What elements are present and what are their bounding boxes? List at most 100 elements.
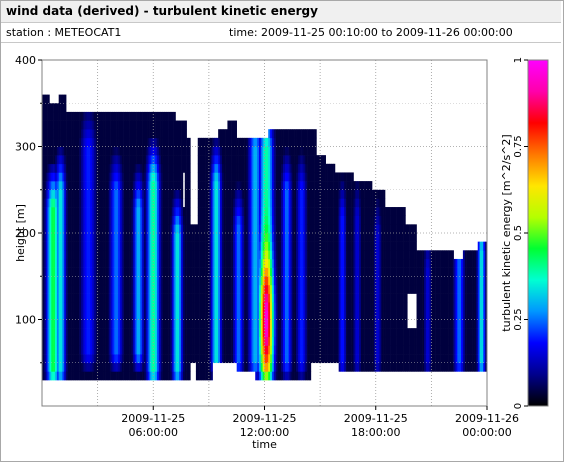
- heatmap-cell: [258, 310, 262, 320]
- heatmap-cell: [283, 302, 286, 312]
- heatmap-cell: [221, 250, 224, 260]
- heatmap-cell: [169, 319, 173, 329]
- heatmap-cell: [301, 250, 304, 260]
- heatmap-cell: [231, 181, 234, 191]
- heatmap-cell: [279, 371, 282, 381]
- heatmap-cell: [320, 302, 323, 312]
- heatmap-cell: [340, 293, 343, 303]
- heatmap-cell: [84, 120, 87, 130]
- heatmap-cell: [71, 345, 74, 355]
- heatmap-cell: [84, 224, 87, 234]
- heatmap-cell: [64, 302, 67, 312]
- heatmap-cell: [316, 293, 319, 303]
- heatmap-cell: [199, 241, 202, 251]
- heatmap-cell: [151, 302, 154, 312]
- heatmap-cell: [82, 137, 85, 147]
- heatmap-cell: [177, 328, 180, 338]
- heatmap-cell: [56, 146, 59, 156]
- heatmap-cell: [158, 336, 161, 346]
- heatmap-cell: [194, 336, 197, 346]
- heatmap-cell: [45, 302, 48, 312]
- heatmap-cell: [229, 207, 232, 216]
- heatmap-cell: [221, 137, 224, 147]
- heatmap-cell: [125, 336, 128, 346]
- heatmap-cell: [127, 267, 130, 277]
- heatmap-cell: [42, 371, 45, 381]
- heatmap-cell: [51, 250, 54, 260]
- heatmap-cell: [175, 319, 178, 329]
- heatmap-cell: [334, 207, 338, 216]
- heatmap-cell: [67, 224, 71, 234]
- heatmap-cell: [203, 258, 206, 268]
- heatmap-cell: [108, 137, 111, 147]
- heatmap-cell: [149, 241, 152, 251]
- heatmap-cell: [127, 319, 130, 329]
- heatmap-cell: [125, 163, 128, 173]
- heatmap-cell: [143, 362, 147, 372]
- heatmap-cell: [323, 354, 326, 364]
- heatmap-cell: [268, 293, 271, 303]
- heatmap-cell: [314, 319, 317, 329]
- heatmap-cell: [62, 302, 65, 312]
- heatmap-cell: [214, 310, 217, 320]
- heatmap-cell: [225, 241, 228, 251]
- heatmap-cell: [145, 137, 148, 147]
- heatmap-cell: [249, 258, 252, 268]
- heatmap-cell: [66, 181, 69, 191]
- heatmap-cell: [364, 233, 367, 242]
- heatmap-cell: [45, 293, 48, 303]
- heatmap-cell: [82, 129, 85, 139]
- heatmap-cell: [236, 233, 239, 242]
- heatmap-cell: [355, 189, 358, 199]
- heatmap-cell: [143, 146, 147, 156]
- heatmap-cell: [279, 354, 282, 364]
- heatmap-cell: [42, 198, 45, 208]
- heatmap-cell: [284, 129, 288, 139]
- heatmap-cell: [275, 137, 278, 147]
- heatmap-cell: [221, 328, 224, 338]
- heatmap-cell: [108, 302, 111, 312]
- heatmap-cell: [129, 163, 132, 173]
- heatmap-cell: [75, 207, 78, 216]
- heatmap-cell: [232, 189, 236, 199]
- heatmap-cell: [186, 276, 189, 286]
- heatmap-cell: [136, 111, 139, 121]
- heatmap-cell: [90, 302, 93, 312]
- heatmap-cell: [286, 224, 289, 234]
- heatmap-cell: [216, 258, 219, 268]
- heatmap-cell: [151, 267, 154, 277]
- heatmap-cell: [129, 215, 132, 225]
- heatmap-cell: [284, 310, 288, 320]
- heatmap-cell: [177, 215, 180, 225]
- heatmap-cell: [60, 302, 63, 312]
- heatmap-cell: [114, 241, 117, 251]
- heatmap-cell: [273, 198, 276, 208]
- heatmap-cell: [255, 224, 258, 234]
- heatmap-cell: [253, 336, 256, 346]
- heatmap-cell: [212, 302, 215, 312]
- heatmap-cell: [262, 224, 265, 234]
- heatmap-cell: [203, 362, 206, 372]
- heatmap-cell: [347, 207, 351, 216]
- heatmap-cell: [60, 146, 63, 156]
- heatmap-cell: [357, 336, 360, 346]
- heatmap-cell: [73, 215, 76, 225]
- heatmap-cell: [296, 163, 299, 173]
- heatmap-cell: [323, 276, 326, 286]
- heatmap-cell: [80, 137, 84, 147]
- heatmap-cell: [168, 345, 171, 355]
- heatmap-cell: [88, 224, 91, 234]
- heatmap-cell: [342, 267, 345, 277]
- heatmap-cell: [357, 319, 360, 329]
- heatmap-cell: [188, 146, 191, 156]
- heatmap-cell: [366, 233, 369, 242]
- heatmap-cell: [84, 172, 87, 182]
- heatmap-cell: [347, 284, 351, 294]
- heatmap-cell: [99, 336, 102, 346]
- heatmap-cell: [134, 172, 137, 182]
- heatmap-cell: [47, 241, 50, 251]
- heatmap-cell: [336, 198, 339, 208]
- heatmap-cell: [288, 345, 291, 355]
- heatmap-cell: [320, 250, 323, 260]
- heatmap-cell: [360, 207, 364, 216]
